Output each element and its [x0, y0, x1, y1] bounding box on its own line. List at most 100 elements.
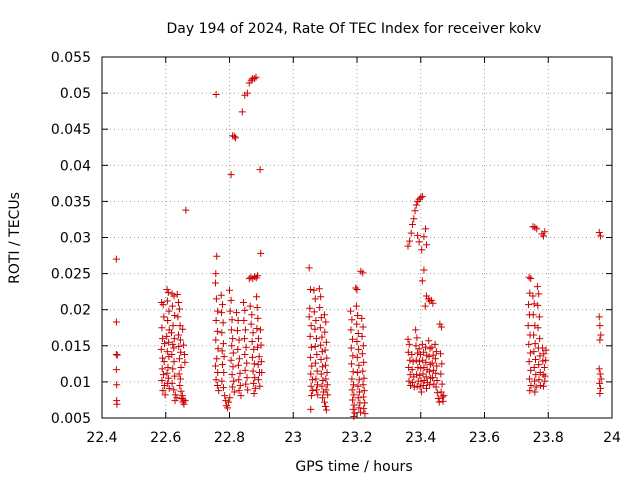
data-point: [348, 386, 356, 394]
data-point: [349, 396, 357, 404]
data-point: [251, 272, 259, 280]
data-point: [221, 392, 229, 400]
data-point: [354, 311, 362, 319]
data-point: [241, 366, 249, 374]
data-point: [526, 289, 534, 297]
data-point: [526, 387, 534, 395]
data-point: [433, 362, 441, 370]
data-point: [232, 134, 240, 142]
data-point: [240, 335, 248, 343]
data-point: [244, 386, 252, 394]
data-point: [218, 361, 226, 369]
data-point: [242, 343, 250, 351]
y-tick-label: 0.05: [60, 86, 91, 102]
data-point: [234, 361, 242, 369]
x-tick-label: 23.2: [341, 430, 372, 446]
data-point: [230, 388, 238, 396]
data-point: [530, 348, 538, 356]
data-point: [539, 232, 547, 240]
data-point: [112, 350, 120, 358]
data-point: [306, 332, 314, 340]
data-point: [212, 91, 220, 99]
data-point: [178, 392, 186, 400]
data-point: [228, 316, 236, 324]
data-point: [350, 413, 358, 421]
data-point: [234, 345, 242, 353]
data-point: [213, 327, 221, 335]
data-point: [175, 355, 183, 363]
data-point: [422, 225, 430, 233]
data-point: [254, 314, 262, 322]
data-point: [305, 313, 313, 321]
data-point: [428, 296, 436, 304]
data-point: [180, 400, 188, 408]
data-point: [359, 269, 367, 277]
data-point: [212, 376, 220, 384]
data-point: [256, 326, 264, 334]
data-point: [250, 345, 258, 353]
data-point: [534, 324, 542, 332]
data-point: [321, 346, 329, 354]
data-point: [437, 350, 445, 358]
data-point: [420, 233, 428, 241]
data-point: [112, 366, 120, 374]
data-point: [159, 387, 167, 395]
data-point: [317, 293, 325, 301]
data-point: [596, 336, 604, 344]
data-point: [173, 291, 181, 299]
data-point: [182, 206, 190, 214]
data-point: [351, 409, 359, 417]
chart-title: Day 194 of 2024, Rate Of TEC Index for r…: [167, 21, 542, 37]
data-point: [256, 382, 264, 390]
data-point: [440, 392, 448, 400]
data-point: [414, 231, 422, 239]
data-point: [354, 382, 362, 390]
data-point: [168, 302, 176, 310]
data-point: [356, 388, 364, 396]
data-point: [112, 255, 120, 263]
data-point: [408, 350, 416, 358]
data-point: [170, 335, 178, 343]
data-point: [535, 313, 543, 321]
data-point: [227, 171, 235, 179]
data-point: [165, 307, 173, 315]
data-point: [214, 369, 222, 377]
data-point: [161, 391, 169, 399]
y-tick-label: 0.035: [51, 194, 91, 210]
data-point: [316, 324, 324, 332]
data-point: [318, 348, 326, 356]
data-point: [164, 363, 172, 371]
data-point: [533, 225, 541, 233]
data-point: [319, 394, 327, 402]
data-point: [169, 365, 177, 373]
data-point: [313, 386, 321, 394]
data-point: [350, 391, 358, 399]
data-point: [238, 108, 246, 116]
data-point: [429, 299, 437, 307]
data-point: [361, 410, 369, 418]
data-point: [534, 301, 542, 309]
data-point: [540, 363, 548, 371]
data-point: [311, 325, 319, 333]
data-point: [412, 326, 420, 334]
data-point: [422, 343, 430, 351]
plot-frame: [101, 56, 613, 419]
data-point: [257, 358, 265, 366]
data-point: [434, 395, 442, 403]
data-point: [322, 375, 330, 383]
data-point: [233, 309, 241, 317]
data-points: [112, 73, 605, 421]
data-point: [433, 389, 441, 397]
data-point: [163, 285, 171, 293]
data-point: [416, 371, 424, 379]
data-point: [348, 316, 356, 324]
data-point: [537, 382, 545, 390]
data-point: [176, 336, 184, 344]
data-point: [415, 345, 423, 353]
data-point: [418, 340, 426, 348]
data-point: [418, 192, 426, 200]
data-point: [595, 313, 603, 321]
data-point: [211, 362, 219, 370]
data-point: [211, 279, 219, 287]
